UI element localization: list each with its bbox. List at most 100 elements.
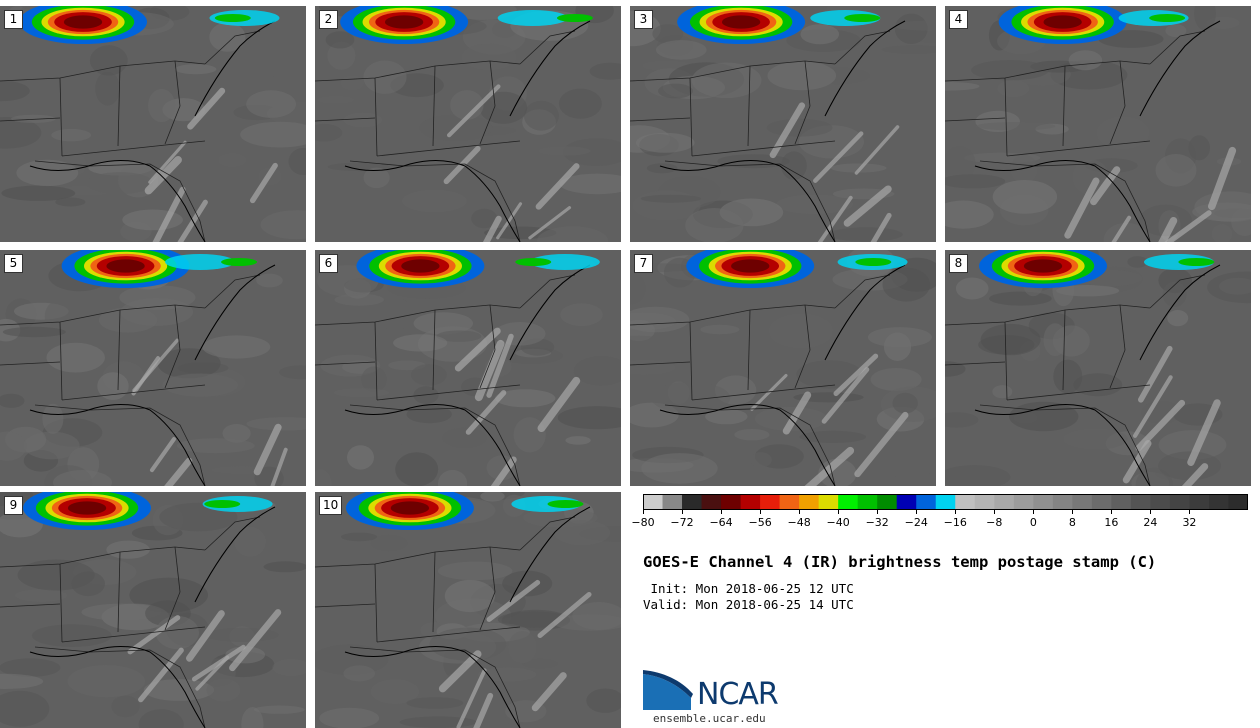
colorbar-swatch: [896, 494, 917, 510]
colorbar-swatch: [1169, 494, 1190, 510]
colorbar-tick-mark: [1111, 510, 1113, 514]
site-url[interactable]: ensemble.ucar.edu: [653, 712, 766, 725]
colorbar-tick-mark: [1072, 510, 1074, 514]
ir-imagery: [630, 250, 936, 486]
member-label: 3: [634, 10, 653, 29]
colorbar-tick-label: −32: [865, 516, 889, 529]
ncar-logo-text: NCAR: [697, 677, 779, 712]
colorbar-swatch: [1130, 494, 1151, 510]
member-label: 10: [319, 496, 343, 515]
member-label: 8: [949, 254, 968, 273]
colorbar-swatch: [701, 494, 722, 510]
colorbar-tick-mark: [877, 510, 879, 514]
colorbar-swatch: [818, 494, 839, 510]
colorbar-tick-mark: [643, 510, 644, 514]
colorbar-tick-mark: [1189, 510, 1191, 514]
postage-stamp-panel[interactable]: 2: [315, 6, 621, 242]
colorbar-swatch: [974, 494, 995, 510]
ir-imagery: [0, 250, 306, 486]
colorbar-swatch: [1052, 494, 1073, 510]
colorbar-tick-label: 24: [1143, 516, 1158, 529]
colorbar-tick-label: 8: [1068, 516, 1076, 529]
colorbar-swatch: [916, 494, 937, 510]
colorbar-border: [643, 494, 1248, 510]
colorbar-tick-label: −8: [986, 516, 1003, 529]
colorbar-tick-label: −24: [904, 516, 928, 529]
colorbar-swatch: [1072, 494, 1093, 510]
colorbar-swatch: [994, 494, 1015, 510]
colorbar-swatch: [779, 494, 800, 510]
colorbar-tick-label: −16: [943, 516, 967, 529]
postage-stamp-panel[interactable]: 3: [630, 6, 936, 242]
colorbar-tick-mark: [994, 510, 996, 514]
colorbar-tick-mark: [916, 510, 918, 514]
colorbar-tick-mark: [1150, 510, 1152, 514]
colorbar-swatch: [857, 494, 878, 510]
member-label: 7: [634, 254, 653, 273]
colorbar-swatch: [643, 494, 664, 510]
colorbar-tick-mark: [1033, 510, 1035, 514]
member-label: 4: [949, 10, 968, 29]
colorbar-tick-label: 0: [1029, 516, 1037, 529]
member-label: 6: [319, 254, 338, 273]
colorbar-tick-mark: [799, 510, 801, 514]
colorbar-swatch: [1033, 494, 1054, 510]
valid-time: Valid: Mon 2018-06-25 14 UTC: [643, 597, 854, 612]
colorbar-tick-mark: [955, 510, 957, 514]
postage-stamp-panel[interactable]: 8: [945, 250, 1251, 486]
member-label: 5: [4, 254, 23, 273]
colorbar-tick-label: −40: [826, 516, 850, 529]
member-label: 9: [4, 496, 23, 515]
ncar-logo-icon: [643, 670, 693, 710]
product-title: GOES-E Channel 4 (IR) brightness temp po…: [643, 553, 1157, 571]
ir-imagery: [945, 250, 1251, 486]
colorbar-tick-label: −48: [787, 516, 811, 529]
ir-imagery: [315, 492, 621, 728]
postage-stamp-panel[interactable]: 4: [945, 6, 1251, 242]
colorbar-tick-label: −56: [748, 516, 772, 529]
colorbar-tick-label: −72: [670, 516, 694, 529]
colorbar-swatch: [662, 494, 683, 510]
colorbar-swatch: [799, 494, 820, 510]
postage-stamp-panel[interactable]: 5: [0, 250, 306, 486]
postage-stamp-panel[interactable]: 6: [315, 250, 621, 486]
colorbar-tick-mark: [838, 510, 840, 514]
colorbar-swatch: [838, 494, 859, 510]
colorbar-swatch: [877, 494, 898, 510]
colorbar-swatch: [740, 494, 761, 510]
member-label: 1: [4, 10, 23, 29]
colorbar-swatch: [1189, 494, 1210, 510]
colorbar-swatch: [682, 494, 703, 510]
colorbar-swatch: [1091, 494, 1112, 510]
colorbar-tick-label: 16: [1104, 516, 1119, 529]
ir-imagery: [315, 6, 621, 242]
colorbar-tick-mark: [682, 510, 684, 514]
member-label: 2: [319, 10, 338, 29]
colorbar-swatch: [955, 494, 976, 510]
ir-imagery: [945, 6, 1251, 242]
ir-imagery: [630, 6, 936, 242]
colorbar-swatch: [1013, 494, 1034, 510]
postage-stamp-panel[interactable]: 1: [0, 6, 306, 242]
postage-stamp-panel[interactable]: 7: [630, 250, 936, 486]
colorbar-tick-label: −64: [709, 516, 733, 529]
postage-stamp-panel[interactable]: 9: [0, 492, 306, 728]
colorbar-swatch: [1228, 494, 1248, 510]
colorbar-tick-mark: [760, 510, 762, 514]
colorbar-swatch: [760, 494, 781, 510]
colorbar-swatch: [935, 494, 956, 510]
colorbar-tick-label: −80: [631, 516, 655, 529]
colorbar-tick-label: 32: [1182, 516, 1197, 529]
colorbar: [643, 494, 1248, 510]
ir-imagery: [0, 492, 306, 728]
colorbar-swatch: [721, 494, 742, 510]
ir-imagery: [0, 6, 306, 242]
postage-stamp-panel[interactable]: 10: [315, 492, 621, 728]
colorbar-swatch: [1208, 494, 1229, 510]
init-time: Init: Mon 2018-06-25 12 UTC: [643, 581, 854, 596]
ir-imagery: [315, 250, 621, 486]
colorbar-tick-mark: [721, 510, 723, 514]
colorbar-swatch: [1150, 494, 1171, 510]
colorbar-ticks: −80 −72 −64 −56 −48 −40 −32 −24 −16 −8 0 8 16 24 32: [631, 510, 1253, 530]
colorbar-swatch: [1111, 494, 1132, 510]
